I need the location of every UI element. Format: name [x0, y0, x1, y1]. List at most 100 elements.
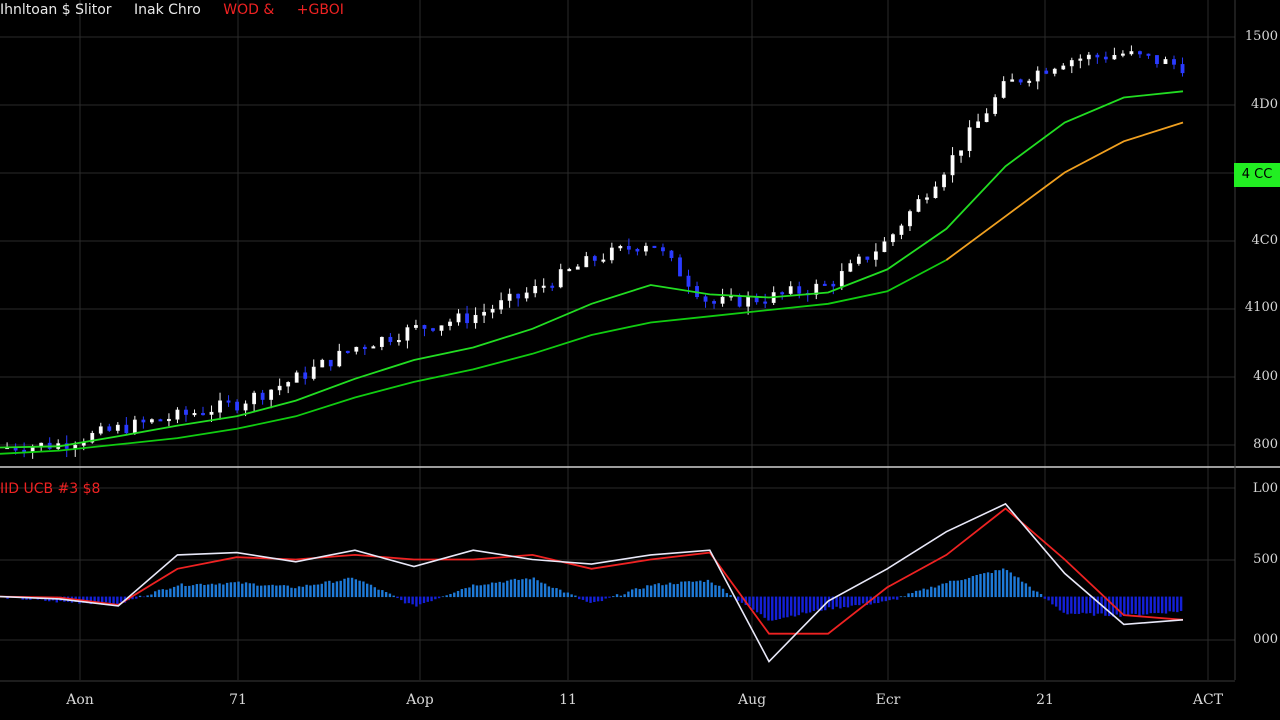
histogram-bar [820, 596, 823, 611]
histogram-bar [577, 596, 581, 600]
histogram-bar [782, 596, 785, 618]
candle-body [1044, 70, 1049, 74]
histogram-bar [1164, 596, 1168, 614]
histogram-bar [267, 585, 270, 598]
histogram-bar [657, 583, 660, 598]
histogram-bar [290, 587, 293, 598]
histogram-bar [400, 596, 403, 601]
histogram-bar [789, 596, 793, 616]
candle-body [371, 346, 376, 349]
macd-histogram [0, 568, 1183, 621]
histogram-bar [494, 582, 498, 598]
histogram-bar [1043, 596, 1047, 599]
x-axis-label: 11 [559, 692, 577, 708]
histogram-bar [1013, 576, 1016, 598]
histogram-bar [767, 596, 770, 621]
macd-header: IID UCB #3 $8 [0, 481, 118, 497]
histogram-bar [536, 580, 539, 598]
histogram-bar [877, 596, 880, 604]
histogram-bar [1073, 596, 1077, 614]
histogram-bar [752, 596, 755, 610]
histogram-bar [191, 585, 195, 598]
histogram-bar [543, 583, 547, 598]
histogram-bar [449, 593, 452, 598]
candle-body [345, 350, 350, 354]
histogram-bar [252, 583, 255, 598]
histogram-bar [748, 596, 751, 607]
histogram-bar [222, 584, 225, 598]
histogram-bar [1142, 596, 1145, 615]
candle-body [814, 283, 819, 295]
candle-body [950, 155, 955, 176]
histogram-bar [1119, 596, 1122, 617]
candle-body [661, 247, 665, 252]
histogram-bar [210, 583, 214, 598]
histogram-bar [634, 588, 638, 598]
histogram-bar [805, 596, 808, 614]
histogram-bar [263, 585, 267, 598]
histogram-bar [941, 583, 944, 598]
y-axis-label: 4100 [1244, 300, 1278, 315]
histogram-bar [430, 596, 433, 602]
histogram-bar [1020, 581, 1024, 598]
histogram-bar [797, 596, 800, 616]
histogram-bar [150, 594, 153, 598]
macd-label: IID UCB #3 $8 [0, 481, 101, 497]
histogram-bar [161, 589, 164, 598]
candle-body [942, 174, 946, 188]
histogram-bar [926, 589, 929, 598]
candle-body [567, 269, 572, 272]
x-axis-label: Aon [66, 692, 94, 708]
histogram-bar [888, 596, 891, 601]
grid [0, 0, 1280, 682]
candle-body [541, 285, 546, 288]
histogram-bar [1017, 577, 1020, 598]
x-axis-label: Ecr [875, 692, 901, 708]
histogram-bar [956, 580, 959, 598]
histogram-bar [994, 570, 997, 598]
histogram-bar [683, 581, 687, 598]
candle-body [414, 325, 418, 328]
chart-header: Ihnltoan $ Slitor Inak Chro WOD & +GBOI [0, 2, 362, 18]
histogram-bar [945, 583, 948, 598]
candle-body [149, 419, 154, 423]
histogram-bar [642, 588, 645, 598]
candle-body [797, 286, 802, 294]
candle-body [831, 283, 836, 287]
histogram-bar [574, 595, 577, 598]
histogram-bar [899, 596, 903, 598]
histogram-bar [347, 577, 350, 598]
histogram-bar [623, 594, 626, 598]
histogram-bar [437, 596, 441, 599]
histogram-bar [1111, 596, 1115, 617]
histogram-bar [630, 589, 634, 598]
candle-body [320, 359, 325, 368]
candle-body [260, 392, 265, 400]
macd-axis-label: L00 [1252, 481, 1278, 496]
histogram-bar [218, 583, 221, 598]
histogram-bar [695, 581, 698, 598]
histogram-bar [581, 596, 585, 600]
histogram-bar [313, 584, 316, 598]
histogram-bar [547, 586, 551, 598]
y-axis-label: 4D0 [1251, 97, 1278, 112]
histogram-bar [453, 592, 456, 598]
symbol-label: Ihnltoan $ Slitor [0, 2, 112, 18]
candle-body [635, 248, 640, 252]
histogram-bar [740, 596, 744, 603]
histogram-bar [260, 585, 263, 598]
histogram-bar [1081, 596, 1084, 613]
candle-body [294, 372, 299, 383]
histogram-bar [646, 585, 649, 598]
candle-body [609, 247, 614, 261]
candle-body [422, 325, 427, 329]
histogram-bar [627, 591, 630, 598]
candle-body [652, 245, 657, 248]
histogram-bar [506, 580, 509, 598]
histogram-bar [865, 596, 869, 606]
histogram-bar [146, 595, 149, 598]
histogram-bar [918, 590, 922, 598]
histogram-bar [668, 582, 672, 598]
current-price-tag: 4 CC [1234, 163, 1280, 187]
